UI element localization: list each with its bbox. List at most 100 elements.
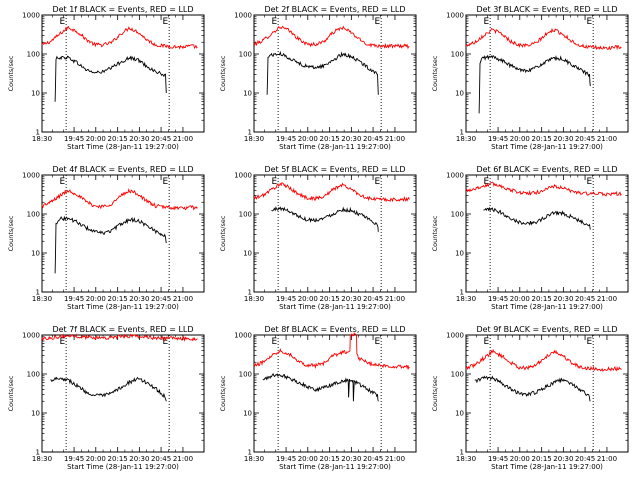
plot-frame (41, 174, 205, 293)
x-tick-label: 19:45 (276, 455, 296, 463)
panel-7: Det 7f BLACK = Events, RED = LLD 1 10 100 10… (7, 325, 205, 471)
panel-8: Det 8f BLACK = Events, RED = LLD 1 10 100 10… (219, 325, 417, 471)
x-tick-label: 18:30 (32, 135, 52, 143)
panel-title: Det 5f BLACK = Events, RED = LLD (264, 165, 405, 174)
y-tick-label: 100 (451, 211, 464, 219)
marker-label: E (586, 177, 592, 187)
x-axis: 18:30 19:45 20:00 20:15 20:30 20:45 21:00 (244, 335, 405, 463)
x-tick-label: 20:45 (363, 455, 383, 463)
y-tick-label: 1000 (234, 172, 252, 180)
y-axis: 1 10 100 1000 (446, 172, 628, 297)
x-tick-label: 18:30 (244, 295, 264, 303)
x-tick-label: 21:00 (173, 455, 193, 463)
marker-label: E (59, 17, 65, 27)
x-tick-label: 20:45 (363, 295, 383, 303)
x-tick-label: 21:00 (597, 455, 617, 463)
panel-2: Det 2f BLACK = Events, RED = LLD 1 10 100 10… (219, 5, 417, 151)
x-tick-label: 20:30 (553, 135, 573, 143)
y-axis: 1 10 100 1000 (22, 172, 204, 297)
y-tick-label: 100 (451, 51, 464, 59)
x-axis-label: Start Time (28-Jan-11 19:27:00) (67, 463, 179, 471)
x-tick-label: 18:30 (32, 455, 52, 463)
lld-rate-line (253, 25, 410, 50)
y-tick-label: 1000 (446, 12, 464, 20)
panel-title: Det 6f BLACK = Events, RED = LLD (476, 165, 617, 174)
y-tick-label: 1000 (234, 12, 252, 20)
y-tick-label: 10 (455, 90, 464, 98)
x-tick-label: 21:00 (597, 135, 617, 143)
y-tick-label: 1000 (22, 172, 40, 180)
x-tick-label: 20:45 (575, 135, 595, 143)
lld-rate-line (465, 348, 622, 372)
y-tick-label: 1 (248, 289, 252, 297)
y-tick-label: 100 (451, 371, 464, 379)
y-tick-label: 1000 (446, 332, 464, 340)
x-axis-label: Start Time (28-Jan-11 19:27:00) (491, 143, 603, 151)
y-axis: 1 10 100 1000 (22, 332, 204, 457)
y-axis-label: Counts/sec (7, 375, 15, 411)
lld-rate-line (465, 181, 622, 197)
y-axis: 1 10 100 1000 (446, 332, 628, 457)
x-tick-label: 20:15 (320, 295, 340, 303)
panel-title: Det 1f BLACK = Events, RED = LLD (52, 5, 193, 14)
x-tick-label: 20:00 (86, 295, 106, 303)
events-rate-line (54, 55, 167, 102)
marker-label: E (374, 337, 380, 347)
events-rate-line (262, 373, 379, 402)
x-axis-label: Start Time (28-Jan-11 19:27:00) (279, 303, 391, 311)
lld-rate-line (253, 182, 410, 203)
y-tick-label: 1 (248, 129, 252, 137)
events-rate-line (483, 206, 591, 230)
y-tick-label: 10 (31, 410, 40, 418)
panel-9: Det 9f BLACK = Events, RED = LLD 1 10 100 10… (431, 325, 629, 471)
y-tick-label: 1 (36, 449, 40, 457)
y-tick-label: 10 (455, 410, 464, 418)
marker-label: E (271, 177, 277, 187)
y-tick-label: 1000 (22, 332, 40, 340)
x-axis: 18:30 19:45 20:00 20:15 20:30 20:45 21:00 (244, 15, 405, 143)
y-axis-label: Counts/sec (219, 215, 227, 251)
y-tick-label: 1000 (234, 332, 252, 340)
panel-6: Det 6f BLACK = Events, RED = LLD 1 10 100 10… (431, 165, 629, 311)
x-tick-label: 19:45 (64, 135, 84, 143)
lld-rate-line (253, 332, 410, 370)
lld-rate-line (41, 333, 198, 342)
events-rate-line (271, 206, 379, 232)
x-tick-label: 18:30 (244, 135, 264, 143)
x-tick-label: 20:30 (553, 455, 573, 463)
x-tick-label: 19:45 (276, 295, 296, 303)
x-tick-label: 20:30 (129, 295, 149, 303)
y-tick-label: 100 (27, 371, 40, 379)
x-tick-label: 19:45 (488, 135, 508, 143)
plot-frame (253, 334, 417, 453)
plot-frame (41, 334, 205, 453)
x-tick-label: 19:45 (488, 295, 508, 303)
x-tick-label: 20:30 (129, 455, 149, 463)
events-rate-line (54, 215, 167, 274)
x-axis-label: Start Time (28-Jan-11 19:27:00) (491, 463, 603, 471)
x-tick-label: 20:45 (151, 135, 171, 143)
x-tick-label: 21:00 (173, 295, 193, 303)
x-tick-label: 20:15 (108, 135, 128, 143)
plot-frame (253, 174, 417, 293)
panel-title: Det 3f BLACK = Events, RED = LLD (476, 5, 617, 14)
y-axis-label: Counts/sec (431, 215, 439, 251)
marker-label: E (586, 17, 592, 27)
plot-frame (465, 334, 629, 453)
y-tick-label: 1 (36, 129, 40, 137)
x-tick-label: 20:00 (86, 455, 106, 463)
y-axis-label: Counts/sec (219, 55, 227, 91)
x-tick-label: 19:45 (64, 295, 84, 303)
x-tick-label: 21:00 (385, 135, 405, 143)
y-axis: 1 10 100 1000 (234, 332, 416, 457)
y-axis-label: Counts/sec (7, 215, 15, 251)
x-tick-label: 20:45 (575, 295, 595, 303)
x-tick-label: 18:30 (456, 295, 476, 303)
x-tick-label: 20:00 (86, 135, 106, 143)
x-tick-label: 19:45 (64, 455, 84, 463)
x-axis-label: Start Time (28-Jan-11 19:27:00) (279, 143, 391, 151)
y-axis: 1 10 100 1000 (234, 12, 416, 137)
marker-label: E (271, 17, 277, 27)
x-tick-label: 21:00 (385, 295, 405, 303)
x-tick-label: 20:45 (575, 455, 595, 463)
